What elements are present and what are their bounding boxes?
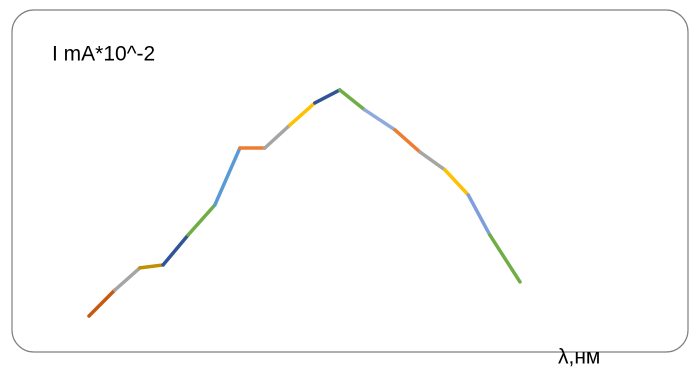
line-segment [488, 233, 522, 284]
line-segment [338, 88, 367, 112]
x-axis-label: λ,нм [558, 346, 600, 369]
line-segment [393, 128, 422, 154]
line-segment [313, 88, 342, 105]
line-segment [363, 108, 397, 132]
line-segment [161, 233, 190, 267]
line-segment [418, 150, 447, 172]
line-segment [138, 263, 165, 270]
line-segment [263, 123, 292, 150]
line-segment [288, 101, 317, 127]
line-segment [213, 146, 242, 207]
line-segment [186, 203, 217, 237]
plot-area [87, 88, 522, 318]
chart-frame [11, 9, 689, 353]
line-segment [113, 266, 142, 292]
line-segment [87, 288, 117, 318]
y-axis-label: I mA*10^-2 [52, 43, 155, 66]
line-segment [466, 193, 492, 237]
line-segment [443, 168, 471, 197]
